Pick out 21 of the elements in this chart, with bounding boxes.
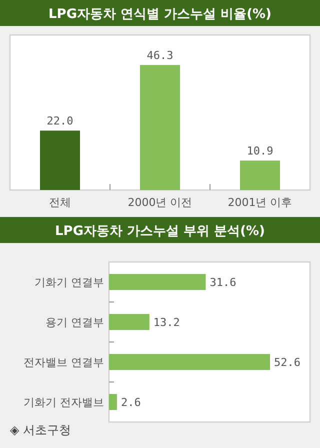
bar <box>109 274 206 290</box>
y-tick-label: 용기 연결부 <box>46 316 104 329</box>
y-tick-label: 전자밸브 연결부 <box>24 356 104 369</box>
data-label: 31.6 <box>210 276 236 289</box>
x-tick-label: 2000년 이전 <box>128 196 192 209</box>
data-label: 2.6 <box>120 396 141 409</box>
chart-title: LPG자동차 연식별 가스누설 비율(%) <box>48 7 272 22</box>
x-tick-label: 2001년 이후 <box>228 196 292 209</box>
data-label: 10.9 <box>246 144 274 158</box>
chart-title: LPG자동차 가스누설 부위 분석(%) <box>55 224 265 239</box>
text: ◈ 서초구청 <box>10 423 72 437</box>
data-label: 52.6 <box>274 356 300 369</box>
y-tick-label: 기화기 연결부 <box>34 276 104 289</box>
bar <box>109 394 117 410</box>
data-label: 46.3 <box>146 49 174 62</box>
bar <box>109 354 270 370</box>
y-tick-label: 기화기 전자밸브 <box>24 396 104 409</box>
bar <box>109 314 150 330</box>
x-tick-label: 전체 <box>49 196 71 209</box>
data-label: 13.2 <box>153 316 180 329</box>
data-label: 22.0 <box>46 114 74 128</box>
